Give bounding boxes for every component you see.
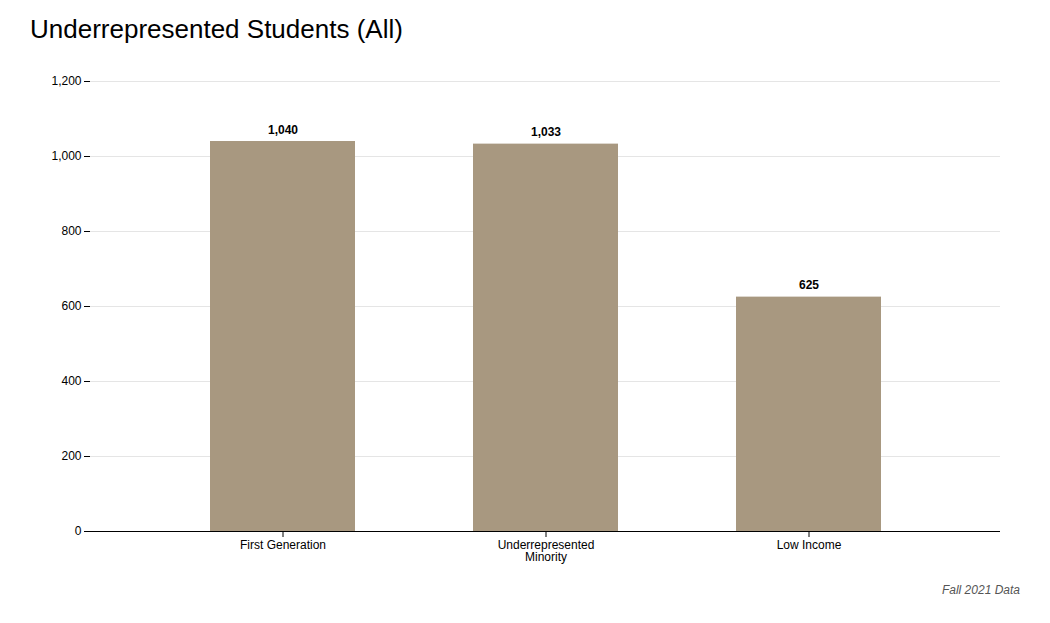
svg-text:625: 625 xyxy=(799,278,819,292)
svg-text:0: 0 xyxy=(75,524,82,538)
html-text:Fall 2021 Data: Fall 2021 Data xyxy=(942,583,1020,597)
svg-text:1,000: 1,000 xyxy=(51,149,81,163)
svg-text:UnderrepresentedMinority: UnderrepresentedMinority xyxy=(498,538,595,564)
html-text:Underrepresented Students (All: Underrepresented Students (All) xyxy=(30,14,403,44)
svg-text:1,200: 1,200 xyxy=(51,74,81,88)
svg-text:First Generation: First Generation xyxy=(240,538,326,552)
svg-text:1,033: 1,033 xyxy=(531,125,561,139)
svg-text:Low Income: Low Income xyxy=(777,538,842,552)
svg-text:200: 200 xyxy=(61,449,81,463)
svg-text:600: 600 xyxy=(61,299,81,313)
svg-text:400: 400 xyxy=(61,374,81,388)
svg-text:800: 800 xyxy=(61,224,81,238)
svg-text:1,040: 1,040 xyxy=(268,123,298,137)
